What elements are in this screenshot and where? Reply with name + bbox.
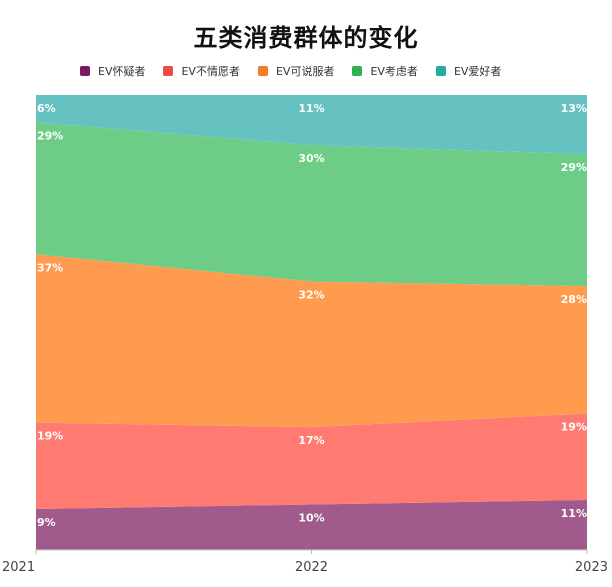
data-label: 30% <box>298 152 324 165</box>
data-label: 11% <box>561 507 587 520</box>
chart-title: 五类消费群体的变化 <box>193 24 419 52</box>
data-label: 11% <box>298 102 324 115</box>
x-tick-label: 2022 <box>295 560 328 575</box>
legend-label: EV怀疑者 <box>98 65 146 78</box>
data-label: 9% <box>37 516 56 529</box>
legend-item-5[interactable]: EV爱好者 <box>435 63 502 79</box>
data-label: 32% <box>298 289 324 302</box>
data-label: 13% <box>561 102 587 115</box>
area-series-3 <box>36 254 587 428</box>
legend-label: EV爱好者 <box>453 65 502 78</box>
data-label: 29% <box>561 161 587 174</box>
legend-item-2[interactable]: EV不情愿者 <box>163 63 240 79</box>
data-label: 17% <box>298 434 324 447</box>
legend-label: EV可说服者 <box>275 65 335 78</box>
x-tick-label: 2021 <box>2 560 35 575</box>
data-label: 19% <box>561 421 587 434</box>
area-series-5 <box>36 95 587 155</box>
legend-item-4[interactable]: EV考虑者 <box>352 63 418 79</box>
x-tick-label: 2023 <box>575 560 608 575</box>
data-label: 6% <box>37 102 56 115</box>
area-series-1 <box>36 499 587 550</box>
legend-label: EV考虑者 <box>370 65 418 78</box>
area-series-4 <box>36 122 587 287</box>
data-label: 37% <box>37 261 63 274</box>
data-label: 29% <box>37 129 63 142</box>
legend-swatch <box>80 66 90 76</box>
legend-label: EV不情愿者 <box>181 65 240 78</box>
legend-swatch <box>257 66 268 76</box>
data-label: 19% <box>37 430 63 443</box>
data-label: 10% <box>298 512 324 525</box>
area-series-2 <box>36 413 587 510</box>
legend-swatch <box>163 66 174 76</box>
legend-item-3[interactable]: EV可说服者 <box>257 63 335 79</box>
legend: EV怀疑者 EV不情愿者 EV可说服者 EV考虑者 EV爱好者 <box>80 62 600 80</box>
legend-swatch <box>435 66 446 76</box>
legend-item-1[interactable]: EV怀疑者 <box>80 63 145 79</box>
data-label: 28% <box>561 293 587 306</box>
legend-swatch <box>352 66 363 76</box>
